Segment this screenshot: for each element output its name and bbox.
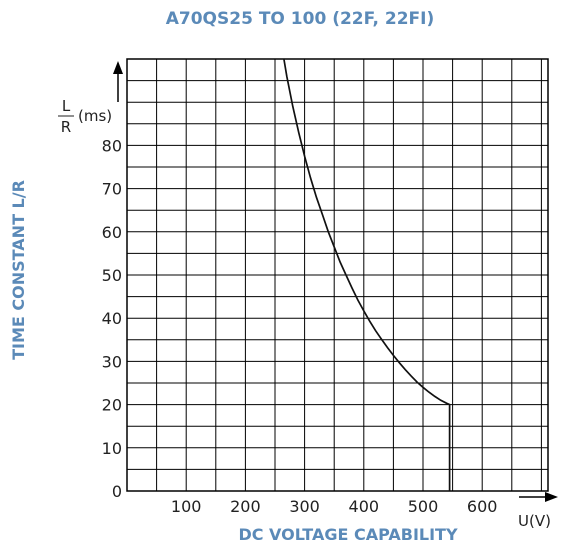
x-tick-label: 500 [408, 497, 439, 516]
y-tick-label: 20 [102, 396, 122, 415]
plot-frame [126, 58, 549, 492]
y-axis-arrow [113, 61, 123, 102]
y-unit-denominator: R [61, 118, 71, 136]
y-tick-labels: 0 10 20 30 40 50 60 70 80 [102, 136, 122, 501]
series-curve [283, 58, 451, 491]
y-axis-arrow-head [113, 61, 123, 74]
y-tick-label: 50 [102, 266, 122, 285]
y-tick-label: 80 [102, 136, 122, 155]
x-tick-labels: 100 200 300 400 500 600 [171, 497, 498, 516]
x-unit-label: U(V) [518, 512, 551, 530]
x-tick-label: 100 [171, 497, 202, 516]
x-tick-label: 400 [349, 497, 380, 516]
x-axis-title: DC VOLTAGE CAPABILITY [238, 525, 458, 544]
chart-title: A70QS25 TO 100 (22F, 22FI) [166, 9, 435, 29]
x-tick-label: 300 [289, 497, 320, 516]
x-tick-label: 600 [467, 497, 498, 516]
x-axis-arrow-head [545, 492, 558, 502]
y-tick-label: 70 [102, 180, 122, 199]
y-tick-label: 0 [112, 482, 122, 501]
y-tick-label: 40 [102, 309, 122, 328]
y-tick-label: 30 [102, 352, 122, 371]
x-tick-label: 200 [230, 497, 261, 516]
x-axis-arrow [519, 492, 558, 502]
grid-horizontal [127, 80, 548, 470]
y-unit-label: L R (ms) [58, 97, 112, 136]
y-unit-suffix: (ms) [78, 107, 112, 125]
y-unit-numerator: L [62, 97, 71, 115]
y-axis-title: TIME CONSTANT L/R [9, 180, 28, 360]
y-tick-label: 60 [102, 223, 122, 242]
y-tick-label: 10 [102, 439, 122, 458]
